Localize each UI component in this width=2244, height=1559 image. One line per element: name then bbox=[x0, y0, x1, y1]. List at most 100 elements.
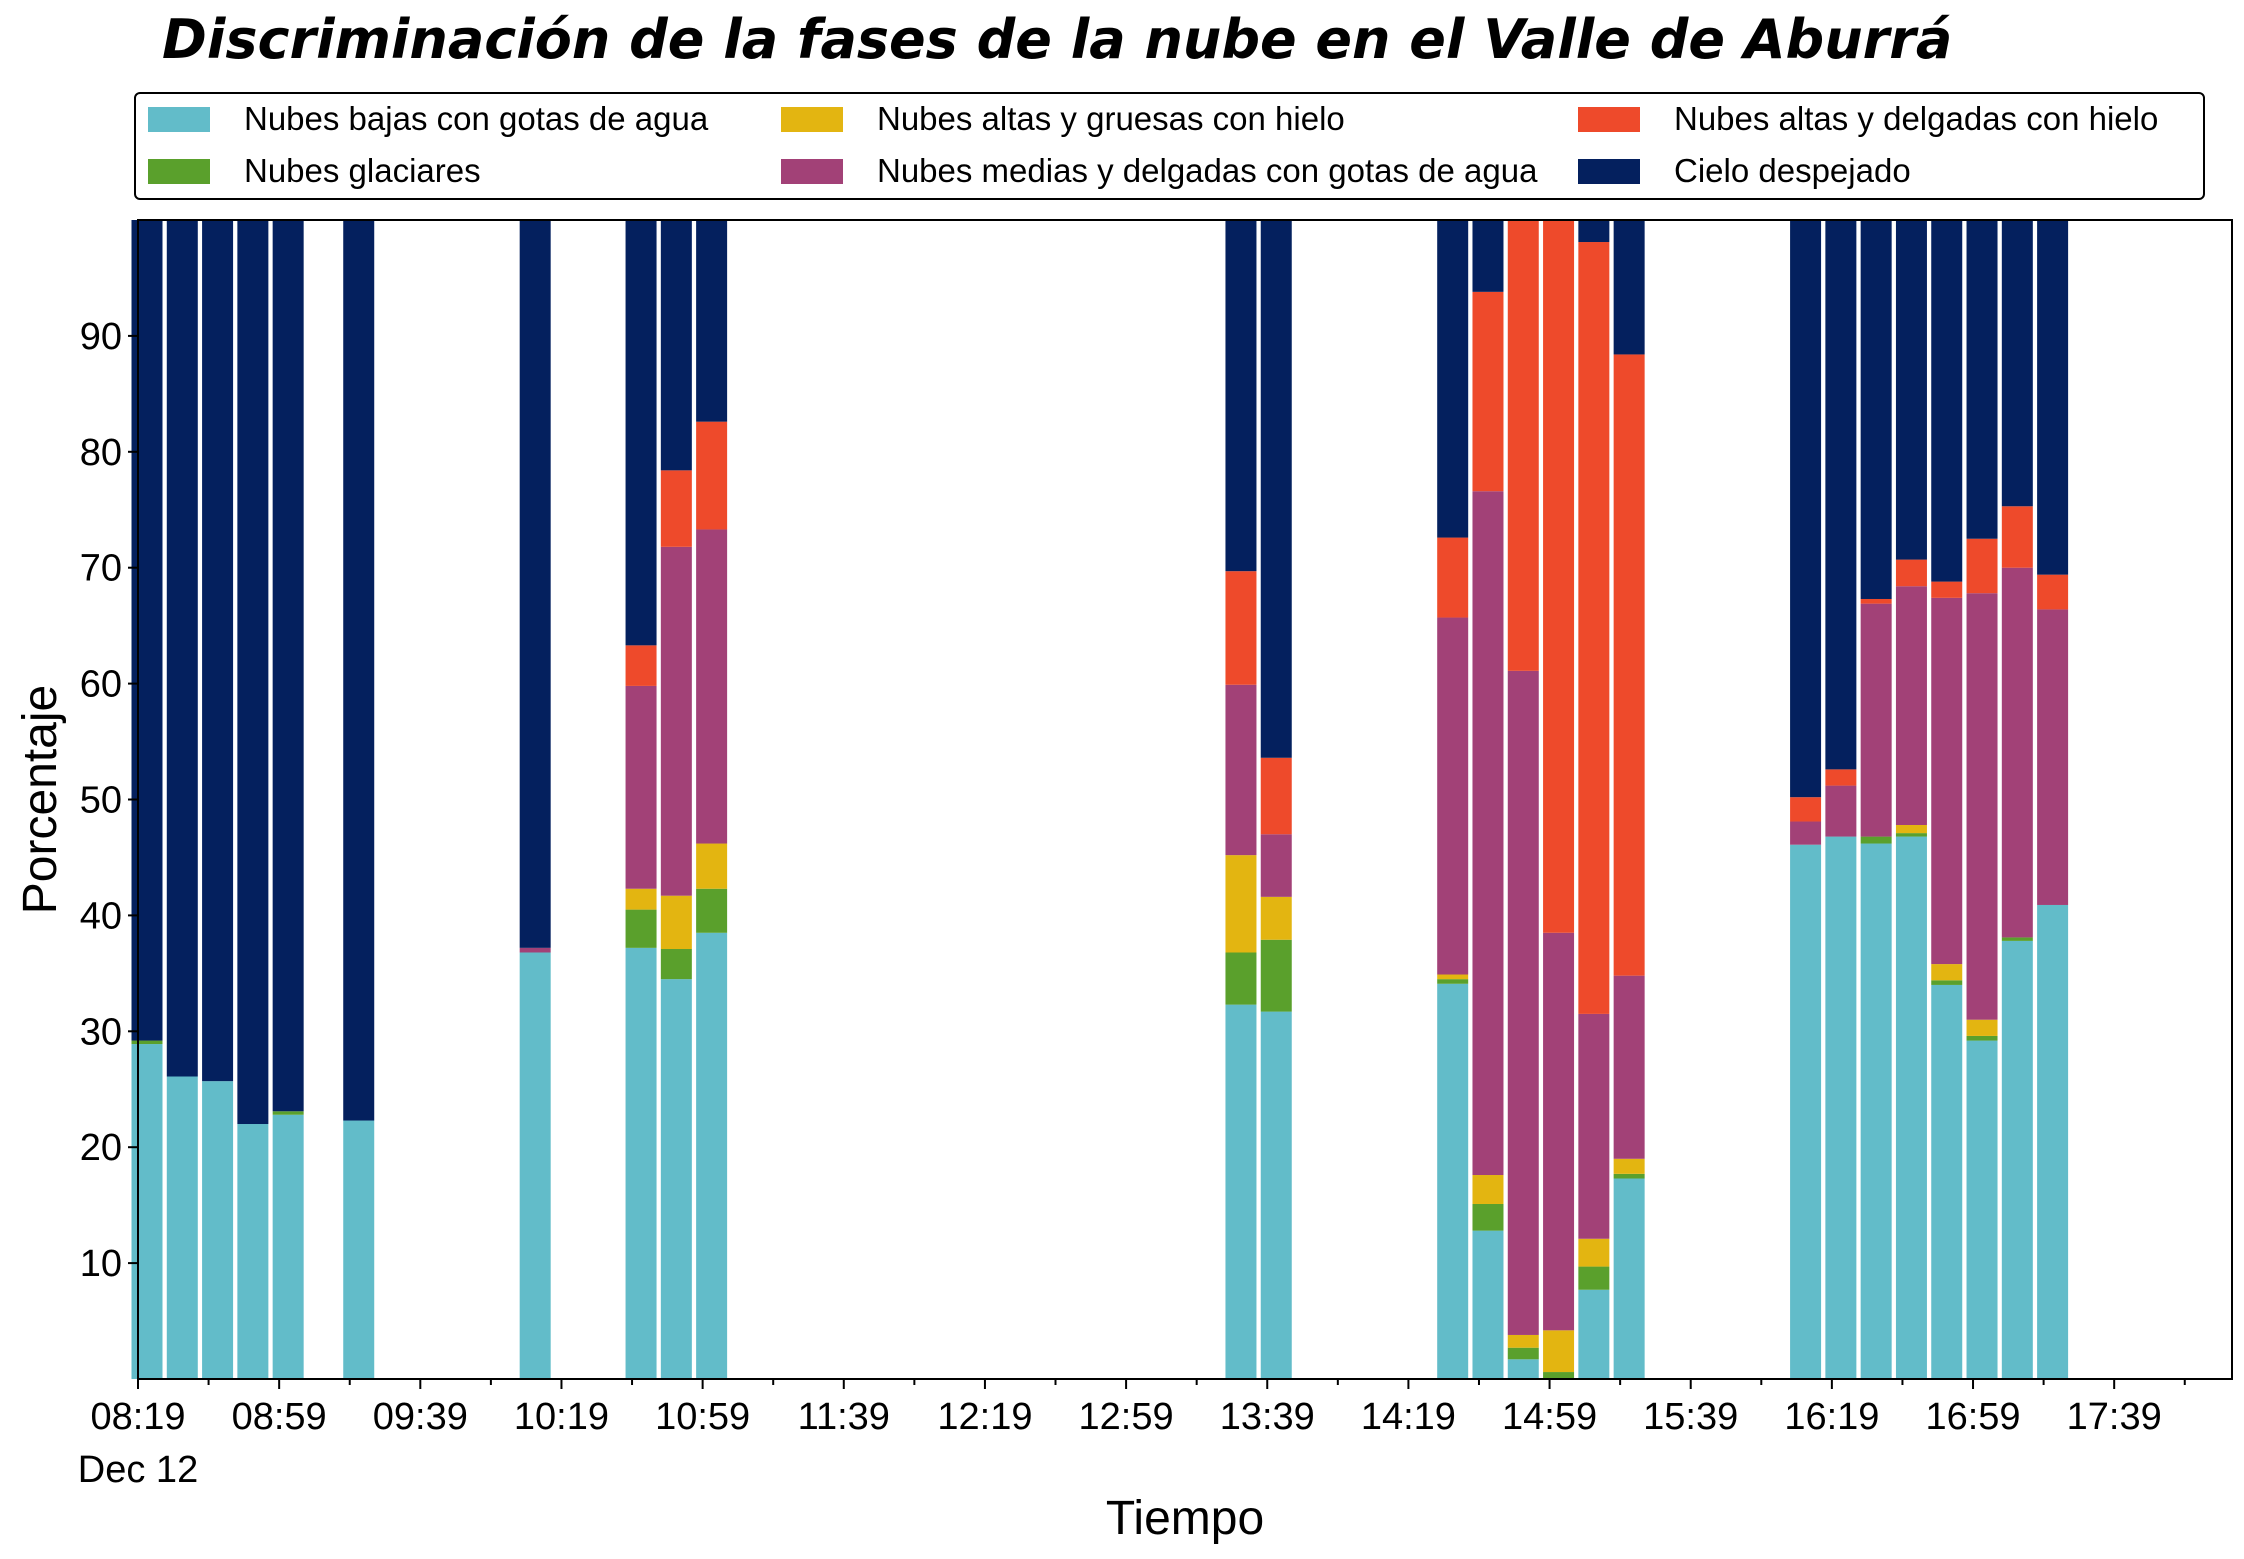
x-date-label: Dec 12 bbox=[78, 1449, 198, 1491]
x-tick-label: 12:19 bbox=[937, 1396, 1032, 1438]
bar-segment-s0-24 bbox=[2001, 940, 2033, 1379]
bar-segment-s4-13 bbox=[1472, 291, 1504, 492]
y-tick-label: 80 bbox=[80, 432, 122, 474]
bar-segment-s0-16 bbox=[1578, 1289, 1610, 1379]
bar-segment-s1-0 bbox=[131, 1040, 163, 1045]
bar-segment-s2-8 bbox=[660, 895, 692, 950]
bar-segment-s0-11 bbox=[1260, 1011, 1292, 1379]
bar-segment-s3-25 bbox=[2037, 609, 2069, 905]
bar-segment-s1-11 bbox=[1260, 939, 1292, 1012]
bar-segment-s1-21 bbox=[1895, 833, 1927, 837]
bar-segment-s2-9 bbox=[696, 843, 728, 889]
bar-segment-s0-22 bbox=[1931, 984, 1963, 1379]
bar-segment-s3-10 bbox=[1225, 684, 1257, 856]
bar-segment-s4-11 bbox=[1260, 757, 1292, 835]
bar-segment-s3-24 bbox=[2001, 567, 2033, 938]
bar-segment-s1-8 bbox=[660, 949, 692, 980]
bar-segment-s4-23 bbox=[1966, 538, 1998, 594]
bar-segment-s2-12 bbox=[1437, 974, 1469, 980]
bar-segment-s4-18 bbox=[1790, 797, 1822, 822]
x-tick-label: 08:59 bbox=[232, 1396, 327, 1438]
bar-segment-s5-2 bbox=[202, 220, 234, 1082]
bar-segment-s3-11 bbox=[1260, 834, 1292, 897]
bar-segment-s5-7 bbox=[625, 220, 657, 646]
bar-segment-s1-7 bbox=[625, 909, 657, 948]
bar-segment-s2-16 bbox=[1578, 1238, 1610, 1267]
bar-segment-s3-20 bbox=[1860, 603, 1892, 837]
bar-segment-s5-23 bbox=[1966, 220, 1998, 539]
bar-segment-s2-22 bbox=[1931, 964, 1963, 981]
bar-segment-s4-15 bbox=[1543, 220, 1575, 933]
bar-segment-s3-15 bbox=[1543, 932, 1575, 1331]
bar-segment-s0-20 bbox=[1860, 843, 1892, 1379]
x-tick-label: 12:59 bbox=[1079, 1396, 1174, 1438]
bar-segment-s5-8 bbox=[660, 220, 692, 471]
bar-segment-s1-20 bbox=[1860, 836, 1892, 844]
bar-segment-s2-13 bbox=[1472, 1175, 1504, 1204]
bar-segment-s0-7 bbox=[625, 947, 657, 1379]
bar-segment-s4-7 bbox=[625, 645, 657, 686]
bar-segment-s4-10 bbox=[1225, 571, 1257, 685]
bar-segment-s1-4 bbox=[272, 1111, 304, 1115]
bar-segment-s5-0 bbox=[131, 220, 163, 1041]
bar-segment-s1-24 bbox=[2001, 937, 2033, 941]
legend-item: Nubes altas y gruesas con hielo bbox=[781, 100, 1345, 138]
x-tick-label: 10:19 bbox=[514, 1396, 609, 1438]
legend-item: Cielo despejado bbox=[1578, 152, 1911, 190]
x-tick-label: 16:59 bbox=[1925, 1396, 2020, 1438]
bar-segment-s0-23 bbox=[1966, 1040, 1998, 1379]
y-tick-label: 60 bbox=[80, 664, 122, 706]
bar-segment-s0-17 bbox=[1613, 1178, 1645, 1379]
bar-segment-s4-9 bbox=[696, 421, 728, 530]
legend-swatch bbox=[148, 158, 210, 184]
y-tick-label: 40 bbox=[80, 895, 122, 937]
bar-segment-s4-21 bbox=[1895, 559, 1927, 587]
bar-segment-s5-3 bbox=[237, 220, 269, 1125]
bar-segment-s0-1 bbox=[166, 1076, 198, 1379]
bar-segment-s5-18 bbox=[1790, 220, 1822, 798]
bar-segment-s1-15 bbox=[1543, 1372, 1575, 1379]
bar-segment-s3-19 bbox=[1825, 785, 1857, 837]
bar-segment-s0-9 bbox=[696, 932, 728, 1379]
y-tick-label: 70 bbox=[80, 548, 122, 590]
bar-segment-s2-14 bbox=[1507, 1334, 1539, 1348]
bar-segment-s2-11 bbox=[1260, 896, 1292, 940]
y-axis: 10 20 30 40 50 60 70 80 90 bbox=[80, 316, 138, 1285]
legend-swatch bbox=[781, 158, 843, 184]
bar-segment-s1-10 bbox=[1225, 952, 1257, 1005]
bar-segment-s3-13 bbox=[1472, 491, 1504, 1176]
bar-segment-s5-4 bbox=[272, 220, 304, 1112]
x-tick-label: 14:59 bbox=[1502, 1396, 1597, 1438]
bar-segment-s1-9 bbox=[696, 888, 728, 933]
bar-segment-s4-16 bbox=[1578, 242, 1610, 1014]
bar-segment-s5-20 bbox=[1860, 220, 1892, 599]
bar-segment-s4-22 bbox=[1931, 581, 1963, 598]
y-tick-label: 30 bbox=[80, 1011, 122, 1053]
bar-segment-s3-6 bbox=[519, 947, 551, 953]
bar-segment-s5-21 bbox=[1895, 220, 1927, 560]
bar-segment-s0-19 bbox=[1825, 836, 1857, 1379]
bar-segment-s5-22 bbox=[1931, 220, 1963, 582]
legend-swatch bbox=[148, 106, 210, 132]
bar-segment-s0-10 bbox=[1225, 1004, 1257, 1379]
bar-segment-s0-4 bbox=[272, 1114, 304, 1379]
bar-segment-s0-5 bbox=[343, 1120, 375, 1379]
bar-segment-s1-13 bbox=[1472, 1203, 1504, 1231]
legend-swatch bbox=[1578, 106, 1640, 132]
y-tick-label: 90 bbox=[80, 316, 122, 358]
legend: Nubes bajas con gotas de agua Nubes glaci… bbox=[134, 92, 2205, 200]
bar-segment-s3-22 bbox=[1931, 597, 1963, 965]
bar-segment-s4-14 bbox=[1507, 220, 1539, 671]
bar-segment-s4-20 bbox=[1860, 598, 1892, 604]
bar-segment-s3-18 bbox=[1790, 821, 1822, 845]
y-tick-label: 20 bbox=[80, 1127, 122, 1169]
bar-segment-s2-7 bbox=[625, 888, 657, 910]
x-tick-label: 13:39 bbox=[1220, 1396, 1315, 1438]
bar-segment-s5-1 bbox=[166, 220, 198, 1077]
bar-segment-s1-23 bbox=[1966, 1035, 1998, 1041]
legend-item: Nubes bajas con gotas de agua bbox=[148, 100, 708, 138]
bar-segment-s3-8 bbox=[660, 546, 692, 896]
bar-segment-s0-2 bbox=[202, 1081, 234, 1379]
x-tick-label: 08:19 bbox=[90, 1396, 185, 1438]
